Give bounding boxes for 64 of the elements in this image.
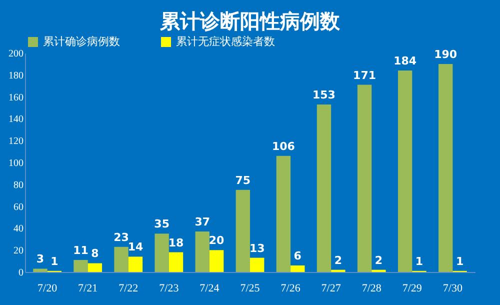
data-label: 1 [415,254,424,268]
data-label: 190 [434,48,458,61]
bar [398,70,412,272]
data-label: 2 [334,254,342,267]
bar [195,231,210,272]
bar [114,246,128,272]
data-label: 1 [456,254,464,268]
legend-label: 累计无症状感染者数 [176,35,275,48]
legend-label: 累计确诊病例数 [43,35,120,48]
data-label: 106 [272,140,296,153]
data-label: 14 [128,240,144,254]
bar [128,256,143,272]
data-label: 2 [374,254,383,267]
y-tick-label: 80 [14,180,24,191]
data-label: 171 [353,68,376,82]
data-label: 153 [312,88,336,102]
bar [33,268,48,272]
x-tick-label: 7/21 [78,282,98,294]
y-tick-label: 140 [8,114,24,126]
data-label: 37 [194,215,210,228]
x-tick-label: 7/24 [200,282,220,294]
data-label: 11 [73,244,88,257]
bar [438,64,453,272]
data-label: 75 [235,174,251,187]
y-tick-label: 160 [8,92,24,104]
bar [74,260,88,272]
x-tick-label: 7/22 [118,282,138,294]
x-tick-label: 7/30 [442,282,463,294]
bar [88,263,102,272]
y-tick-label: 200 [8,48,24,60]
data-label: 20 [208,234,225,248]
y-tick-label: 40 [14,224,24,235]
data-label: 35 [154,218,170,231]
y-tick-label: 120 [8,136,24,148]
bar [209,250,224,272]
y-tick-label: 100 [8,158,24,169]
x-tick-label: 7/29 [402,282,422,294]
x-tick-label: 7/23 [159,282,180,294]
data-label: 6 [294,249,302,262]
bar [154,234,169,272]
y-tick-label: 60 [14,202,24,213]
bar [290,265,305,272]
bar [250,258,264,272]
bar [168,252,184,272]
x-tick-label: 7/27 [321,282,342,294]
data-label: 13 [249,242,265,255]
data-label: 1 [50,254,58,268]
bar [316,104,332,272]
bar [357,84,372,272]
y-tick-label: 0 [18,268,24,278]
data-label: 184 [394,54,417,68]
x-tick-label: 7/26 [280,282,301,294]
bar [276,156,291,272]
x-tick-label: 7/25 [240,282,260,294]
data-label: 3 [36,252,44,266]
data-label: 23 [114,230,129,244]
y-tick-label: 180 [8,70,24,82]
x-tick-label: 7/28 [362,282,382,294]
data-label: 18 [168,236,184,250]
x-tick-label: 7/20 [38,282,58,294]
bar [236,190,250,272]
chart-title: 累计诊断阳性病例数 [159,9,341,33]
data-label: 8 [91,247,99,260]
y-tick-label: 20 [14,246,24,257]
